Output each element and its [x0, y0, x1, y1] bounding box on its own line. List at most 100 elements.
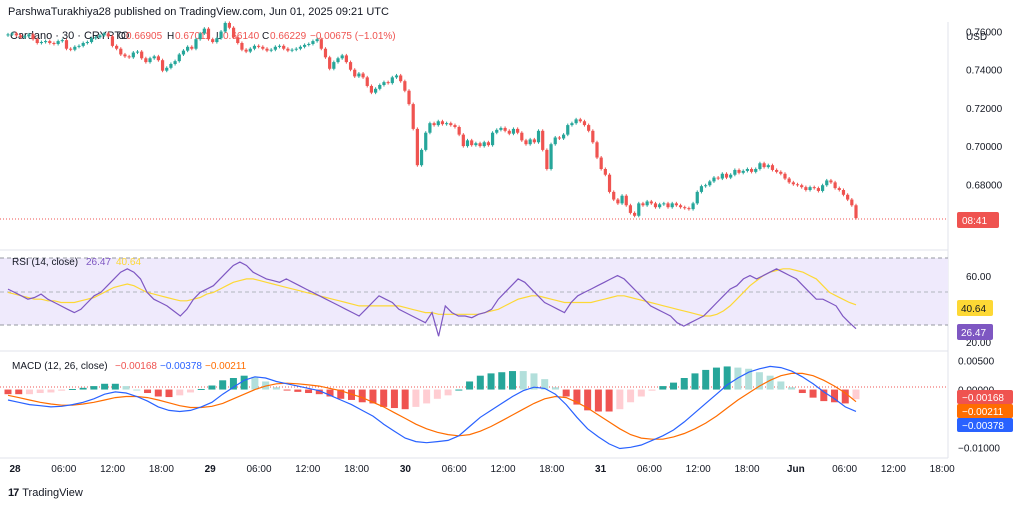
- macd-histogram-bar: [36, 389, 44, 394]
- candle-body: [39, 42, 44, 44]
- macd-histogram-bar: [680, 378, 688, 390]
- macd-histogram-bar: [616, 389, 624, 410]
- candle-body: [252, 45, 257, 49]
- candle-body: [628, 205, 633, 213]
- candle-body: [419, 149, 424, 166]
- price-tick: 0.76000: [966, 28, 1003, 39]
- candle-body: [160, 60, 165, 71]
- candle-body: [816, 188, 821, 191]
- macd-histogram-bar: [90, 386, 98, 390]
- candle-body: [85, 42, 89, 44]
- candle-body: [837, 188, 841, 190]
- candle-body: [787, 178, 791, 183]
- rsi-tick-20: 20.00: [966, 338, 991, 349]
- time-tick: 29: [205, 464, 217, 475]
- time-tick: 30: [400, 464, 412, 475]
- signal-legend-value: −0.00211: [205, 361, 247, 372]
- candle-body: [616, 199, 620, 204]
- candle-body: [257, 45, 261, 47]
- macd-histogram-bar: [498, 372, 506, 390]
- open-label: O: [118, 31, 126, 42]
- candle-body: [156, 56, 160, 61]
- time-tick: 12:00: [100, 464, 125, 475]
- signal-badge: [957, 404, 1013, 418]
- candle-body: [524, 140, 528, 145]
- macd-histogram-bar: [337, 389, 345, 399]
- macd-histogram-bar: [551, 387, 559, 390]
- macd-histogram-bar: [101, 383, 109, 390]
- macd-histogram-bar: [530, 373, 538, 390]
- macd-hist-legend-value: −0.00168: [115, 361, 157, 372]
- macd-histogram-bar: [186, 389, 194, 393]
- candle-body: [532, 139, 536, 143]
- macd-histogram-bar: [47, 389, 55, 393]
- footer-brand[interactable]: 17 TradingView: [8, 487, 83, 499]
- candle-body: [282, 45, 286, 49]
- candle-body: [770, 165, 775, 170]
- macd-badge-text: −0.00378: [962, 421, 1004, 432]
- open-value: 0.66905: [126, 31, 163, 42]
- candle-body: [741, 170, 745, 173]
- candle-body: [591, 130, 595, 143]
- candle-body: [365, 77, 369, 86]
- macd-line: [7, 365, 857, 450]
- candle-body: [52, 43, 56, 44]
- symbol-label[interactable]: Cardano · 30 · CRYPTO: [10, 30, 130, 42]
- macd-histogram-bar: [562, 389, 570, 397]
- candle-body: [215, 38, 219, 43]
- macd-tick: −0.01000: [958, 443, 1000, 454]
- candle-body: [186, 46, 190, 51]
- candle-body: [549, 144, 553, 169]
- macd-title[interactable]: MACD (12, 26, close): [12, 361, 108, 372]
- high-label: H: [167, 31, 174, 42]
- macd-histogram-bar: [111, 383, 119, 390]
- candle-body: [394, 75, 399, 78]
- macd-badge: [957, 418, 1013, 432]
- candle-body: [620, 195, 624, 204]
- candle-body: [699, 186, 704, 192]
- candle-body: [43, 41, 48, 43]
- macd-histogram-bar: [541, 379, 549, 390]
- time-tick: 06:00: [442, 464, 467, 475]
- candle-body: [344, 55, 348, 63]
- signal-badge-text: −0.00211: [962, 407, 1004, 418]
- candle-body: [123, 54, 127, 57]
- macd-histogram-bar: [144, 389, 152, 394]
- macd-histogram-bar: [466, 381, 474, 390]
- candle-body: [507, 130, 511, 134]
- candle-body: [791, 182, 795, 185]
- candle-body: [244, 49, 248, 52]
- candle-body: [77, 45, 81, 47]
- candle-body: [658, 204, 662, 208]
- candle-body: [211, 39, 215, 43]
- candle-body: [678, 205, 683, 208]
- candle-body: [56, 41, 60, 44]
- candle-body: [445, 123, 449, 125]
- candle-body: [691, 203, 695, 210]
- candle-body: [854, 205, 858, 219]
- candle-body: [503, 127, 507, 131]
- candle-body: [716, 177, 720, 179]
- macd-histogram-bar: [659, 386, 667, 390]
- candle-body: [69, 48, 73, 50]
- candle-body: [248, 48, 252, 52]
- candle-body: [729, 174, 733, 178]
- candle-body: [720, 173, 724, 179]
- macd-histogram-bar: [691, 373, 699, 390]
- macd-histogram-bar: [820, 389, 828, 402]
- candle-body: [587, 125, 591, 131]
- macd-histogram-bar: [154, 389, 162, 397]
- candle-body: [457, 127, 461, 135]
- candle-body: [578, 119, 582, 122]
- currency-label[interactable]: USD: [966, 32, 987, 43]
- candle-body: [290, 49, 294, 51]
- candle-body: [273, 46, 277, 50]
- candle-body: [478, 143, 482, 147]
- candle-body: [461, 134, 465, 147]
- candle-body: [18, 35, 23, 38]
- signal-line: [7, 372, 857, 440]
- macd-histogram-bar: [208, 385, 216, 390]
- rsi-title[interactable]: RSI (14, close): [12, 257, 78, 268]
- candle-body: [841, 190, 846, 195]
- candle-body: [269, 49, 273, 51]
